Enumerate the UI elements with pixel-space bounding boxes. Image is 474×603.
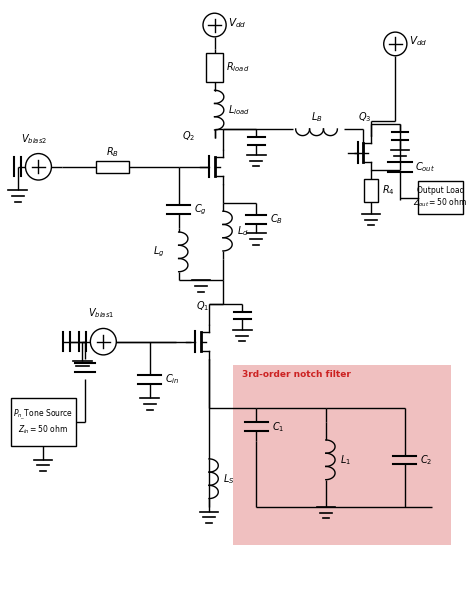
- Text: $C_B$: $C_B$: [270, 212, 283, 226]
- Text: $V_{bias2}$: $V_{bias2}$: [21, 131, 47, 145]
- Text: $L_B$: $L_B$: [310, 110, 322, 124]
- Text: $C_2$: $C_2$: [420, 453, 432, 467]
- Text: 3rd-order notch filter: 3rd-order notch filter: [242, 370, 351, 379]
- Bar: [419, 181, 463, 214]
- Text: $C_1$: $C_1$: [272, 420, 284, 434]
- Text: $C_{out}$: $C_{out}$: [415, 160, 436, 174]
- Text: $V_{dd}$: $V_{dd}$: [228, 16, 247, 30]
- Bar: [10, 399, 75, 446]
- Bar: [207, 54, 223, 82]
- Text: $L_S$: $L_S$: [223, 472, 235, 485]
- Text: $R_4$: $R_4$: [382, 183, 395, 197]
- Text: $L_d$: $L_d$: [237, 224, 248, 238]
- Bar: [96, 161, 129, 172]
- Text: $P_{n\_}$Tone Source
$Z_{in}=50$ ohm: $P_{n\_}$Tone Source $Z_{in}=50$ ohm: [13, 408, 73, 437]
- Text: $Q_2$: $Q_2$: [182, 130, 196, 143]
- Text: $R_{load}$: $R_{load}$: [227, 61, 250, 74]
- Text: $L_g$: $L_g$: [153, 245, 165, 259]
- Text: Output Load
$Z_{out}=50$ ohm: Output Load $Z_{out}=50$ ohm: [413, 186, 467, 209]
- Bar: [233, 365, 451, 545]
- Text: $L_1$: $L_1$: [340, 453, 351, 467]
- Bar: [364, 178, 378, 202]
- Text: $Q_1$: $Q_1$: [196, 300, 210, 314]
- Text: $L_{load}$: $L_{load}$: [228, 103, 250, 117]
- Text: $V_{bias1}$: $V_{bias1}$: [88, 306, 114, 320]
- Text: $Q_3$: $Q_3$: [358, 110, 372, 124]
- Text: $C_{in}$: $C_{in}$: [165, 373, 180, 387]
- Text: $C_g$: $C_g$: [194, 202, 207, 216]
- Text: $R_B$: $R_B$: [106, 145, 119, 159]
- Text: $V_{dd}$: $V_{dd}$: [409, 34, 428, 48]
